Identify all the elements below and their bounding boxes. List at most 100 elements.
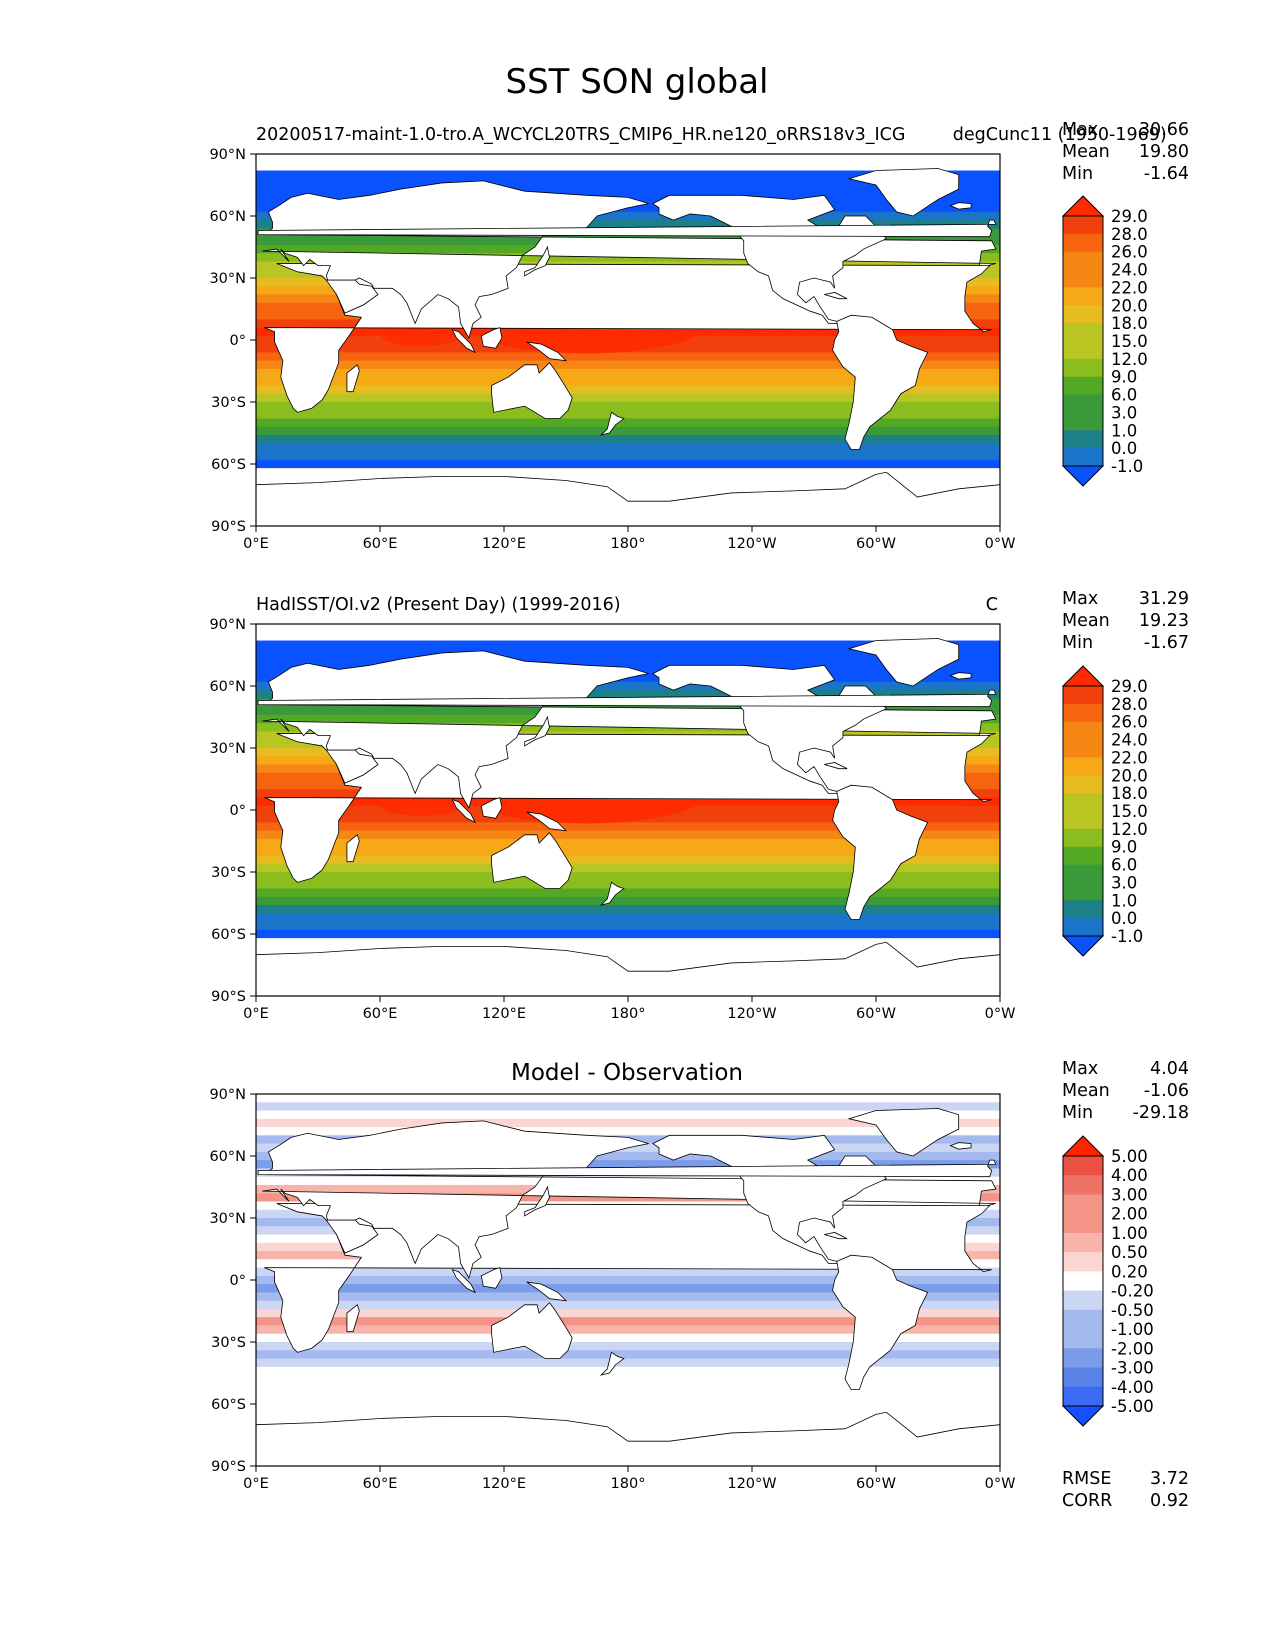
colorbar-tick-label: 1.0 — [1111, 421, 1137, 440]
colorbar-tick-label: 28.0 — [1111, 695, 1148, 714]
lon-tick-label: 180° — [611, 536, 646, 552]
field-band — [256, 1350, 1000, 1360]
colorbar-segment — [1063, 448, 1103, 467]
field-band — [256, 1424, 1000, 1434]
land-eurasia — [0, 181, 252, 338]
lon-tick-label: 180° — [611, 1006, 646, 1022]
colorbar-tick-label: 0.0 — [1111, 439, 1137, 458]
lon-tick-label: 0°W — [985, 1006, 1016, 1022]
colorbar-segment — [1063, 864, 1103, 883]
lat-tick-label: 90°S — [211, 989, 246, 1005]
lat-tick-label: 30°S — [211, 865, 246, 881]
land-antarctica — [256, 1411, 1000, 1466]
colorbar-tick-label: 3.00 — [1111, 1185, 1148, 1204]
colorbar-tick-label: 15.0 — [1111, 332, 1148, 351]
colorbar-tick-label: 3.0 — [1111, 403, 1137, 422]
lon-tick-label: 120°W — [727, 1006, 776, 1022]
field-band — [256, 1160, 1000, 1169]
colorbar: 29.028.026.024.022.020.018.015.012.09.06… — [1061, 665, 1148, 957]
colorbar-tick-label: 6.0 — [1111, 386, 1137, 405]
colorbar-tick-label: -0.20 — [1111, 1282, 1154, 1301]
colorbar-tick-label: 22.0 — [1111, 748, 1148, 767]
field-band — [256, 929, 1000, 939]
field-band — [256, 962, 1000, 972]
land-greenland — [847, 638, 960, 687]
colorbar-tick-label: 18.0 — [1111, 784, 1148, 803]
land-japan — [524, 715, 550, 747]
panel-observation-title-right: C — [986, 595, 998, 615]
colorbar-segment — [1063, 686, 1103, 705]
colorbar-segment — [1063, 305, 1103, 324]
lat-tick-label: 60°S — [211, 1397, 246, 1413]
field-band — [256, 640, 1000, 650]
land-arabia — [325, 1219, 379, 1254]
land-uk — [257, 1159, 997, 1178]
panel-model-title-left: 20200517-maint-1.0-tro.A_WCYCL20TRS_CMIP… — [256, 125, 905, 145]
colorbar-tick-label: 29.0 — [1111, 677, 1148, 696]
colorbar-segment — [1063, 703, 1103, 723]
field-band — [256, 1267, 1000, 1277]
land-newGuinea — [526, 811, 568, 832]
stat-value: 31.29 — [1139, 589, 1189, 609]
colorbar: 5.004.003.002.001.000.500.20-0.20-0.50-1… — [1061, 1135, 1154, 1427]
field-band — [256, 402, 1000, 411]
stat-value: 4.04 — [1150, 1059, 1189, 1079]
lon-tick-label: 120°W — [727, 536, 776, 552]
metric-label: RMSE — [1062, 1469, 1111, 1489]
land-antarctica — [256, 471, 1000, 526]
field-band — [256, 178, 1000, 188]
lon-tick-label: 120°W — [727, 1476, 776, 1492]
field-band — [256, 863, 1000, 873]
colorbar-segment — [1063, 918, 1103, 937]
colorbar-segment — [1063, 775, 1103, 794]
stat-value: -1.64 — [1144, 164, 1189, 184]
colorbar-frame — [1062, 215, 1104, 467]
field-band — [256, 368, 1000, 378]
colorbar-tick-label: -3.00 — [1111, 1359, 1154, 1378]
colorbar-segment — [1063, 1348, 1103, 1368]
colorbar-segment — [1063, 721, 1103, 740]
land-madagascar — [346, 834, 360, 863]
colorbar-tick-label: 5.00 — [1111, 1147, 1148, 1166]
panel-model-title-extra: unc11 (1950-1969) — [998, 125, 1167, 145]
field-band — [256, 913, 1000, 923]
lat-tick-label: 30°S — [211, 1335, 246, 1351]
colorbar-tick-label: 24.0 — [1111, 731, 1148, 750]
colorbar-segment — [1063, 287, 1103, 306]
land-sumatra — [451, 1268, 476, 1294]
field-band — [256, 690, 1000, 699]
land-australia — [491, 362, 573, 419]
field-warm-pool — [381, 325, 462, 346]
field-band — [256, 872, 1000, 881]
field-band — [256, 1358, 1000, 1368]
land-northAmerica — [652, 1134, 887, 1264]
field-band — [256, 648, 1000, 658]
field-band — [256, 1118, 1000, 1128]
colorbar-segment — [1063, 1213, 1103, 1234]
field-band — [256, 476, 1000, 486]
lon-tick-label: 0°E — [243, 536, 269, 552]
colorbar-segment — [1063, 1194, 1103, 1215]
field-band — [256, 847, 1000, 856]
colorbar-tick-label: 0.50 — [1111, 1243, 1148, 1262]
stat-value: -29.18 — [1133, 1103, 1189, 1123]
land-newZealand — [599, 881, 625, 906]
land-eurasia — [0, 1121, 252, 1278]
lon-tick-label: 120°E — [482, 1476, 526, 1492]
field-band — [256, 220, 1000, 229]
metric-value: 3.72 — [1150, 1469, 1189, 1489]
colorbar-extend-max — [1061, 665, 1105, 687]
field-band — [256, 888, 1000, 898]
colorbar-segment — [1063, 1309, 1103, 1330]
field-band — [256, 657, 1000, 666]
field-band — [256, 1383, 1000, 1393]
land-borneo — [480, 327, 503, 349]
colorbar-segment — [1063, 882, 1103, 901]
field-band — [256, 1094, 1000, 1103]
field-band — [256, 459, 1000, 469]
colorbar: 29.028.026.024.022.020.018.015.012.09.06… — [1061, 195, 1148, 487]
field-warm-pool — [381, 795, 462, 816]
colorbar-segment — [1063, 793, 1103, 812]
land-northAmerica — [652, 194, 887, 324]
